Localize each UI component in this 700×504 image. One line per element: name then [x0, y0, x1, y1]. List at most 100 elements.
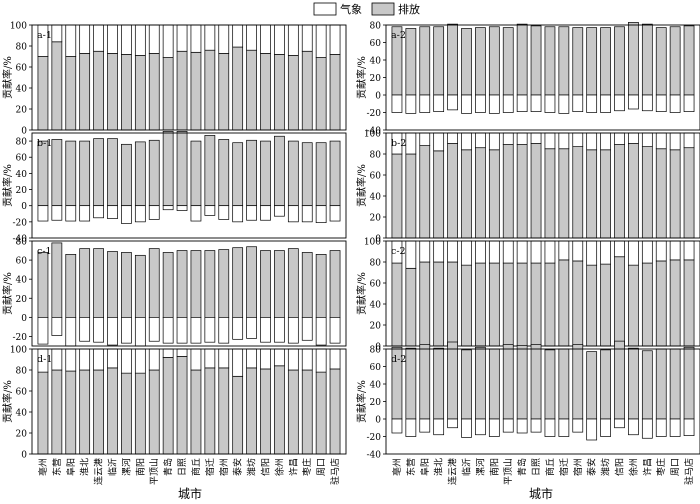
bar-meteorology: [433, 132, 445, 152]
bar-meteorology: [232, 24, 244, 48]
bar-emission: [655, 348, 667, 420]
panel-c-2: 0 20 40 60 80 100 c-2 贡献率/%: [355, 238, 700, 353]
bar-meteorology: [600, 240, 611, 265]
bar-emission: [461, 28, 472, 96]
bar-emission: [488, 26, 500, 96]
bar-emission: [544, 349, 556, 420]
bar-emission: [37, 252, 49, 318]
bar-emission: [93, 138, 104, 207]
bar-emission: [433, 261, 445, 347]
bar-emission: [516, 23, 528, 96]
y-tick-label: 20: [370, 398, 382, 408]
bar-meteorology: [447, 418, 458, 429]
x-tick-label: 亳州: [37, 458, 49, 476]
x-tick-label: 淮北: [80, 458, 91, 476]
bar-emission: [301, 252, 313, 318]
panel-frame: [31, 24, 347, 131]
bar-meteorology: [683, 240, 695, 261]
bar-meteorology: [641, 94, 653, 112]
y-tick-label: 80: [16, 138, 28, 148]
y-tick-label: 60: [16, 64, 28, 74]
bar-meteorology: [614, 94, 625, 112]
bar-meteorology: [121, 205, 132, 224]
bar-emission: [274, 365, 285, 455]
bar-meteorology: [683, 94, 695, 112]
bar-emission: [475, 346, 486, 420]
bar-emission: [558, 348, 570, 420]
bar-meteorology: [461, 94, 472, 114]
bar-emission: [260, 368, 271, 455]
y-tick-label: 60: [370, 280, 382, 290]
bar-meteorology: [614, 132, 625, 145]
bar-meteorology: [447, 94, 458, 111]
x-tick-label: 宿迁: [558, 458, 570, 476]
bar-emission: [315, 371, 327, 455]
bar-meteorology: [232, 317, 244, 340]
bar-emission: [37, 56, 49, 131]
bar-emission: [51, 369, 63, 455]
bar-emission: [433, 347, 445, 420]
bar-meteorology: [176, 348, 188, 357]
bar-meteorology: [572, 94, 584, 112]
x-tick-label: 周口: [670, 458, 681, 476]
bar-emission: [683, 147, 695, 239]
bar-meteorology: [558, 94, 570, 114]
bar-emission: [148, 139, 160, 207]
bar-emission: [572, 146, 584, 239]
bar-emission: [190, 51, 202, 131]
bar-emission: [274, 54, 285, 131]
bar-meteorology: [246, 348, 257, 369]
bar-emission: [107, 367, 118, 455]
bar-emission: [461, 264, 472, 347]
y-axis-label: 贡献率/%: [355, 272, 368, 315]
bar-meteorology: [93, 205, 104, 219]
bar-meteorology: [572, 418, 584, 433]
x-tick-label: 连云港: [447, 458, 459, 485]
bar-meteorology: [315, 24, 327, 58]
bar-meteorology: [655, 240, 667, 262]
panel-frame: [385, 348, 700, 455]
panel-frame: [385, 240, 700, 347]
bar-emission: [586, 149, 598, 239]
x-tick-label: 临沂: [107, 458, 119, 476]
bar-emission: [614, 256, 625, 347]
y-tick-label: 80: [370, 22, 382, 32]
y-tick-label: 100: [10, 22, 27, 32]
bar-meteorology: [641, 132, 653, 147]
bar-meteorology: [586, 132, 598, 151]
bar-meteorology: [260, 317, 271, 343]
bar-emission: [683, 346, 695, 420]
y-tick-label: 20: [16, 186, 28, 196]
x-tick-label: 亳州: [391, 458, 403, 476]
bar-meteorology: [405, 240, 417, 269]
bar-meteorology: [488, 418, 500, 437]
bar-meteorology: [107, 24, 118, 54]
bar-meteorology: [246, 317, 257, 339]
x-tick-label: 阜阳: [419, 458, 431, 476]
bar-meteorology: [190, 317, 202, 344]
bar-meteorology: [134, 317, 146, 347]
panel-label: d-1: [37, 354, 52, 365]
bar-meteorology: [461, 132, 472, 151]
bar-emission: [329, 250, 341, 318]
panel-label: b-1: [37, 138, 52, 149]
bar-meteorology: [93, 24, 104, 52]
bar-meteorology: [488, 240, 500, 264]
bar-meteorology: [614, 240, 625, 258]
bar-emission: [65, 370, 77, 455]
bar-meteorology: [433, 94, 445, 112]
y-tick-label: 80: [16, 43, 28, 53]
bar-meteorology: [628, 94, 639, 110]
bar-meteorology: [475, 418, 486, 436]
bar-emission: [287, 369, 299, 455]
x-tick-label: 淮北: [434, 458, 445, 476]
x-tick-label: 徐州: [273, 458, 285, 476]
bar-meteorology: [274, 348, 285, 367]
bar-emission: [246, 246, 257, 318]
bar-emission: [93, 248, 104, 318]
y-tick-label: 0: [21, 451, 27, 461]
x-tick-label: 日照: [177, 458, 188, 476]
bar-meteorology: [405, 94, 417, 114]
panel-b-2: 0 20 40 60 80 100 b-2 贡献率/%: [355, 130, 700, 245]
bar-emission: [669, 26, 681, 96]
